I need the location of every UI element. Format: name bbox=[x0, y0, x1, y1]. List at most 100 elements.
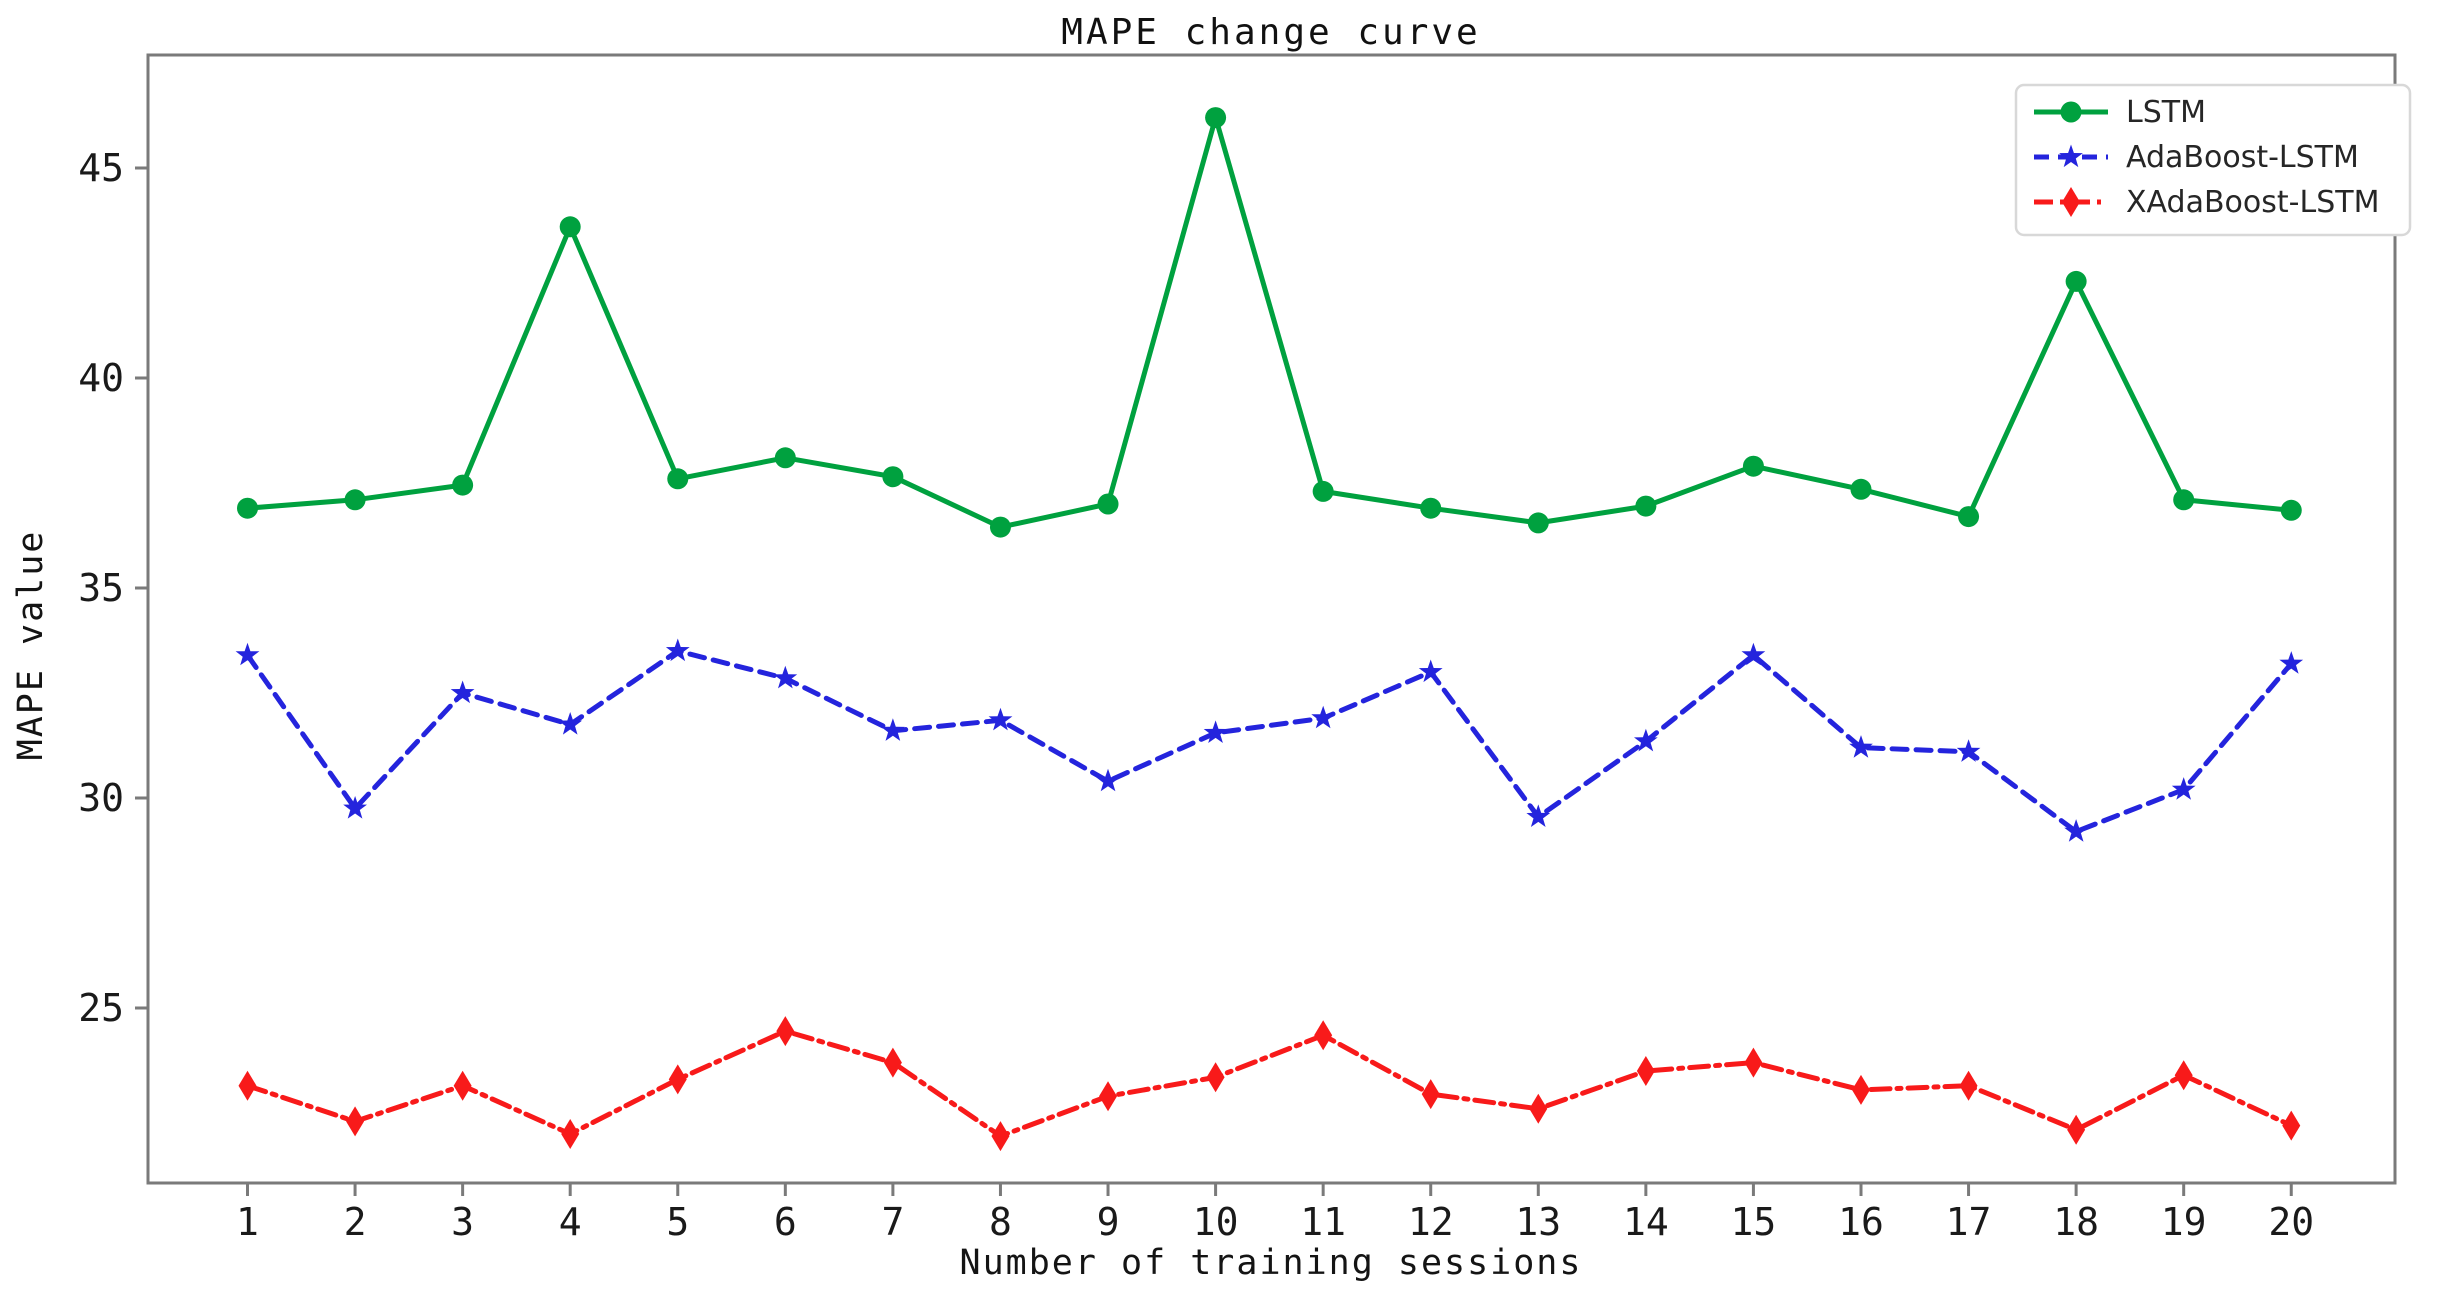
x-tick-label: 15 bbox=[1731, 1200, 1777, 1244]
star-marker bbox=[1956, 739, 1981, 762]
diamond-marker bbox=[1206, 1062, 1225, 1093]
star-marker bbox=[235, 642, 260, 666]
circle-marker bbox=[344, 489, 366, 511]
star-marker bbox=[1203, 720, 1228, 743]
legend-entry-AdaBoost-LSTM: AdaBoost-LSTM bbox=[2034, 140, 2359, 175]
diamond-marker bbox=[1529, 1093, 1548, 1124]
x-axis: 1 2 3 4 5 6 7 8 9 10 11 12 13 14 15 16 17 18 19 20 bbox=[236, 1183, 2314, 1244]
diamond-marker bbox=[453, 1070, 472, 1101]
x-tick-label: 8 bbox=[989, 1200, 1012, 1244]
star-marker bbox=[2171, 777, 2196, 800]
legend-border bbox=[2014, 83, 2412, 237]
x-tick-label: 4 bbox=[559, 1200, 582, 1244]
circle-marker bbox=[989, 516, 1011, 538]
circle-marker bbox=[1635, 495, 1657, 517]
diamond-marker bbox=[2174, 1060, 2193, 1091]
legend-box: LSTM AdaBoost-LSTM XAdaBoost-LSTM bbox=[2014, 83, 2412, 237]
star-marker bbox=[1311, 705, 1335, 729]
x-tick-label: 7 bbox=[881, 1200, 904, 1244]
diamond-marker bbox=[1099, 1081, 1118, 1112]
circle-marker bbox=[1958, 506, 1980, 528]
star-marker bbox=[881, 718, 905, 741]
y-axis-label: MAPE value bbox=[11, 530, 51, 761]
y-tick-label: 30 bbox=[78, 776, 124, 820]
circle-marker bbox=[1850, 478, 1872, 500]
diamond-marker bbox=[2062, 187, 2080, 217]
series-AdaBoost-LSTM bbox=[235, 638, 2304, 842]
y-tick-label: 45 bbox=[78, 146, 124, 190]
diamond-marker bbox=[1421, 1079, 1440, 1110]
legend-entry-LSTM: LSTM bbox=[2034, 95, 2206, 130]
x-tick-label: 2 bbox=[344, 1200, 367, 1244]
y-axis: 25 30 35 40 45 bbox=[78, 146, 148, 1030]
diamond-marker bbox=[668, 1064, 687, 1095]
diamond-marker bbox=[2282, 1110, 2301, 1141]
x-tick-label: 9 bbox=[1097, 1200, 1120, 1244]
circle-marker bbox=[1742, 455, 1764, 477]
x-tick-label: 13 bbox=[1515, 1200, 1561, 1244]
diamond-marker bbox=[238, 1070, 257, 1101]
legend-label: XAdaBoost-LSTM bbox=[2126, 185, 2379, 220]
series-line bbox=[245, 1028, 2294, 1139]
star-marker bbox=[2064, 819, 2088, 842]
circle-marker bbox=[2060, 101, 2082, 123]
circle-marker bbox=[1527, 512, 1549, 534]
star-marker bbox=[1526, 804, 1551, 827]
diamond-marker bbox=[776, 1016, 795, 1047]
x-axis-label: Number of training sessions bbox=[960, 1243, 1583, 1283]
x-tick-label: 3 bbox=[451, 1200, 474, 1244]
chart-title: MAPE change curve bbox=[1061, 12, 1480, 53]
diamond-marker bbox=[1851, 1074, 1870, 1105]
legend-label: AdaBoost-LSTM bbox=[2126, 140, 2359, 175]
diamond-marker bbox=[991, 1121, 1010, 1152]
x-tick-label: 12 bbox=[1408, 1200, 1454, 1244]
series-line bbox=[245, 115, 2294, 530]
diamond-marker bbox=[346, 1106, 365, 1137]
star-marker bbox=[1096, 768, 1120, 792]
x-tick-label: 1 bbox=[236, 1200, 259, 1244]
star-marker bbox=[2059, 144, 2083, 168]
diamond-marker bbox=[2067, 1114, 2086, 1145]
star-marker bbox=[1634, 728, 1658, 752]
x-tick-label: 18 bbox=[2053, 1200, 2099, 1244]
circle-marker bbox=[774, 447, 796, 469]
x-tick-label: 14 bbox=[1623, 1200, 1669, 1244]
star-marker bbox=[558, 712, 583, 735]
diamond-marker bbox=[561, 1119, 580, 1149]
star-marker bbox=[450, 680, 475, 704]
y-tick-label: 40 bbox=[78, 356, 124, 400]
circle-marker bbox=[2173, 489, 2195, 511]
circle-marker bbox=[1312, 480, 1334, 502]
circle-marker bbox=[2065, 270, 2087, 292]
circle-marker bbox=[882, 466, 904, 488]
circle-marker bbox=[1097, 493, 1119, 515]
legend-label: LSTM bbox=[2126, 95, 2206, 130]
plot-border bbox=[146, 53, 2397, 1185]
x-tick-label: 11 bbox=[1300, 1200, 1346, 1244]
diamond-marker bbox=[1636, 1056, 1655, 1086]
star-marker bbox=[773, 665, 798, 689]
star-marker bbox=[1418, 659, 1443, 683]
star-marker bbox=[665, 638, 690, 662]
x-tick-label: 19 bbox=[2161, 1200, 2207, 1244]
star-marker bbox=[343, 796, 367, 819]
x-tick-label: 5 bbox=[666, 1200, 689, 1244]
star-marker bbox=[2279, 651, 2304, 674]
x-tick-label: 10 bbox=[1193, 1200, 1239, 1244]
star-marker bbox=[1741, 642, 1766, 666]
circle-marker bbox=[1420, 497, 1442, 519]
diamond-marker bbox=[1744, 1047, 1763, 1078]
diamond-marker bbox=[883, 1047, 902, 1078]
series-LSTM bbox=[237, 107, 2302, 538]
x-tick-label: 16 bbox=[1838, 1200, 1884, 1244]
star-marker bbox=[1849, 735, 1873, 758]
diamond-marker bbox=[1314, 1020, 1333, 1051]
series-line bbox=[245, 648, 2294, 835]
circle-marker bbox=[1205, 107, 1227, 129]
circle-marker bbox=[237, 497, 258, 519]
y-tick-label: 25 bbox=[78, 986, 124, 1030]
circle-marker bbox=[2280, 499, 2302, 521]
